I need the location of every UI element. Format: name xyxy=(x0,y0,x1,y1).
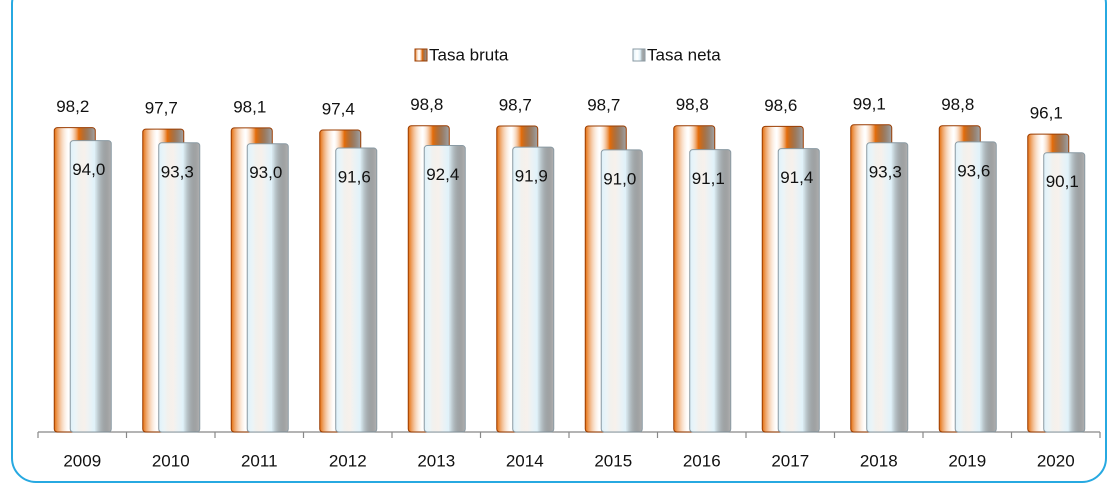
data-label: 93,0 xyxy=(249,163,282,182)
data-label: 98,7 xyxy=(587,96,620,115)
data-label: 91,1 xyxy=(692,169,725,188)
x-tick-label: 2017 xyxy=(771,451,809,470)
x-tick-label: 2019 xyxy=(948,451,986,470)
legend-swatch xyxy=(632,48,646,62)
bar xyxy=(512,146,555,433)
x-tick-label: 2014 xyxy=(506,451,544,470)
bar xyxy=(335,147,378,433)
data-label: 98,6 xyxy=(764,96,797,115)
bar xyxy=(423,145,466,433)
data-label: 90,1 xyxy=(1046,172,1079,191)
data-label: 92,4 xyxy=(426,165,459,184)
data-label: 93,6 xyxy=(957,161,990,180)
x-tick-label: 2011 xyxy=(241,451,278,470)
bar xyxy=(777,148,820,433)
data-label: 93,3 xyxy=(869,162,902,181)
data-label: 99,1 xyxy=(853,94,886,113)
data-label: 97,4 xyxy=(322,100,355,119)
bar xyxy=(69,140,112,433)
x-tick-label: 2015 xyxy=(594,451,632,470)
data-label: 98,8 xyxy=(410,95,443,114)
data-label: 91,0 xyxy=(603,169,636,188)
bar xyxy=(954,141,997,433)
data-label: 91,9 xyxy=(515,167,548,186)
x-tick-label: 2010 xyxy=(152,451,190,470)
bar xyxy=(1043,152,1086,433)
bar xyxy=(600,149,643,433)
data-label: 98,2 xyxy=(56,97,89,116)
data-label: 98,8 xyxy=(941,95,974,114)
x-tick-label: 2013 xyxy=(417,451,455,470)
data-label: 98,1 xyxy=(233,97,266,116)
x-tick-label: 2009 xyxy=(63,451,101,470)
data-label: 91,4 xyxy=(780,168,813,187)
x-tick-label: 2012 xyxy=(329,451,367,470)
x-tick-label: 2020 xyxy=(1037,451,1075,470)
data-label: 97,7 xyxy=(145,99,178,118)
data-label: 98,7 xyxy=(499,96,532,115)
data-label: 93,3 xyxy=(161,162,194,181)
legend-label: Tasa neta xyxy=(647,45,721,64)
data-label: 94,0 xyxy=(72,160,105,179)
legend-label: Tasa bruta xyxy=(429,45,509,64)
data-label: 98,8 xyxy=(676,95,709,114)
bar xyxy=(158,142,201,433)
x-tick-label: 2016 xyxy=(683,451,721,470)
bar xyxy=(866,142,909,433)
data-label: 91,6 xyxy=(338,168,371,187)
bar xyxy=(246,143,289,433)
x-tick-label: 2018 xyxy=(860,451,898,470)
legend-swatch xyxy=(414,48,428,62)
bar xyxy=(689,149,732,433)
data-label: 96,1 xyxy=(1030,104,1063,123)
